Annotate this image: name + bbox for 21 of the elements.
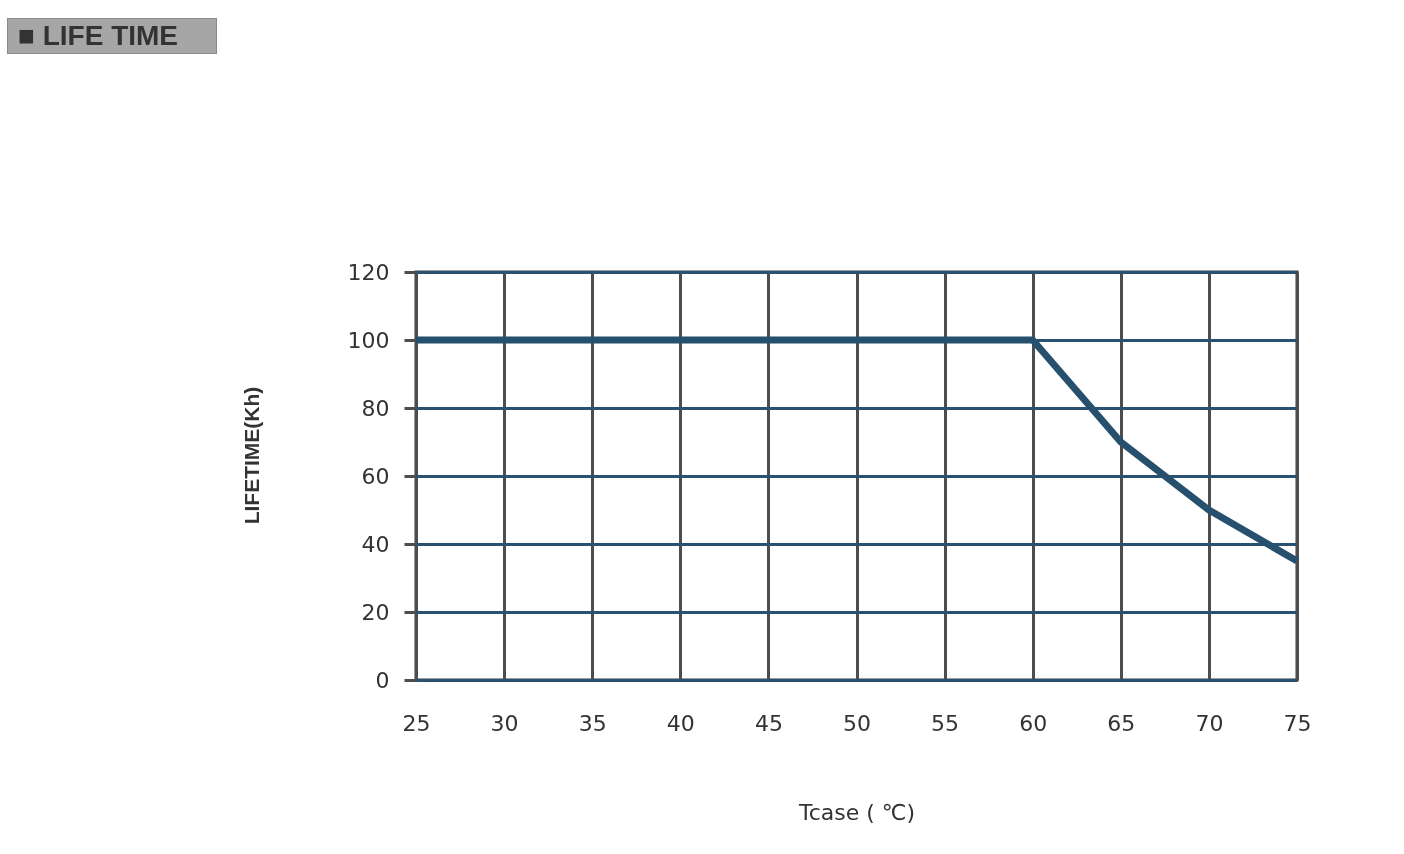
x-tick-label: 50 [843, 710, 871, 736]
x-tick-label: 30 [490, 710, 519, 736]
x-tick-label: 55 [931, 710, 960, 736]
y-tick-label: 80 [361, 395, 390, 421]
header-box: ■ LIFE TIME [7, 18, 217, 54]
y-tick-label: 120 [347, 259, 390, 285]
y-tick-label: 60 [361, 463, 390, 489]
y-tick-label: 100 [347, 327, 390, 353]
x-tick-label: 60 [1019, 710, 1048, 736]
x-tick-label: 40 [666, 710, 695, 736]
x-tick-label: 25 [402, 710, 431, 736]
y-tick-label: 0 [375, 667, 390, 693]
x-tick-label: 75 [1283, 710, 1312, 736]
x-tick-label: 70 [1195, 710, 1224, 736]
x-axis-title: Tcase ( ℃) [797, 799, 916, 825]
x-tick-label: 35 [578, 710, 607, 736]
y-axis-title: LIFETIME(Kh) [239, 386, 263, 525]
x-tick-label: 65 [1107, 710, 1136, 736]
y-tick-label: 20 [361, 599, 390, 625]
x-tick-label: 45 [754, 710, 783, 736]
y-tick-label: 40 [361, 531, 390, 557]
